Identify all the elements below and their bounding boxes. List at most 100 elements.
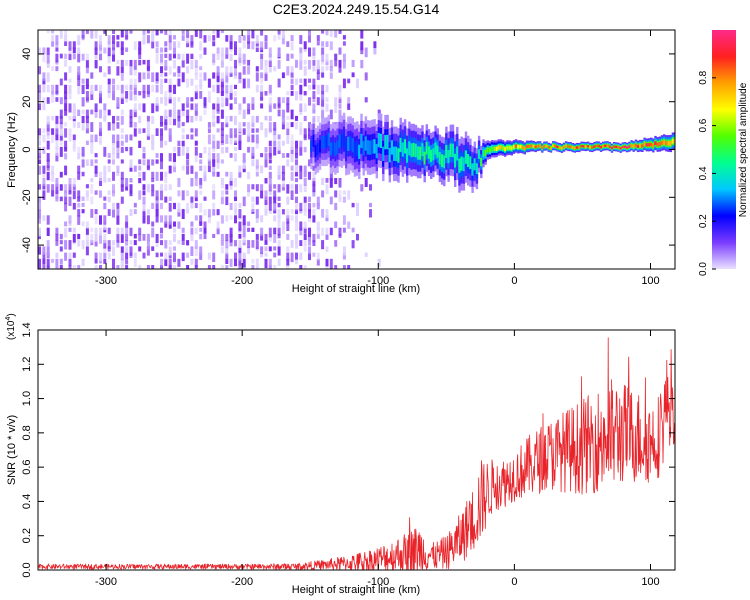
noise-cell: [277, 134, 281, 140]
signal-cell: [329, 142, 333, 156]
noise-cell: [338, 103, 342, 109]
signal-cell: [434, 142, 437, 155]
noise-cell: [155, 128, 159, 136]
noise-cell: [90, 109, 94, 115]
noise-cell: [308, 47, 311, 57]
noise-cell: [94, 165, 98, 174]
noise-cell: [55, 115, 59, 124]
noise-cell: [347, 78, 351, 84]
noise-cell: [164, 171, 168, 178]
noise-cell: [42, 171, 46, 178]
noise-cell: [59, 115, 63, 125]
noise-cell: [264, 41, 268, 49]
noise-cell: [177, 221, 181, 229]
noise-cell: [194, 202, 198, 209]
noise-cell: [255, 258, 259, 269]
noise-cell: [299, 146, 303, 156]
noise-cell: [216, 221, 220, 230]
noise-cell: [260, 184, 264, 191]
noise-cell: [120, 146, 124, 153]
noise-cell: [194, 115, 198, 121]
noise-cell: [103, 103, 107, 111]
noise-cell: [234, 128, 237, 138]
noise-cell: [125, 146, 129, 152]
noise-cell: [312, 190, 316, 197]
noise-cell: [238, 233, 242, 239]
noise-cell: [308, 159, 311, 167]
noise-cell: [203, 227, 207, 234]
noise-cell: [142, 103, 146, 113]
signal-cell: [514, 144, 518, 148]
noise-cell: [268, 146, 272, 157]
noise-cell: [107, 227, 111, 234]
noise-cell: [212, 134, 216, 141]
noise-cell: [72, 140, 76, 148]
noise-cell: [155, 47, 159, 54]
signal-cell: [412, 143, 415, 157]
noise-cell: [199, 153, 203, 158]
snr-plot-area: [38, 330, 675, 570]
noise-cell: [264, 178, 268, 184]
noise-cell: [342, 215, 346, 225]
noise-cell: [260, 122, 264, 131]
noise-cell: [133, 78, 137, 88]
noise-cell: [273, 227, 277, 235]
noise-cell: [168, 258, 172, 269]
noise-cell: [46, 128, 50, 136]
noise-cell: [59, 97, 63, 105]
noise-cell: [59, 240, 63, 245]
noise-cell: [164, 240, 168, 249]
noise-cell: [38, 66, 41, 75]
noise-cell: [90, 140, 94, 147]
signal-cell: [386, 134, 389, 150]
noise-cell: [38, 128, 41, 136]
noise-cell: [107, 84, 111, 93]
noise-cell: [247, 240, 251, 249]
noise-cell: [360, 41, 364, 51]
noise-cell: [99, 66, 102, 73]
noise-cell: [94, 233, 98, 242]
noise-cell: [325, 84, 329, 93]
noise-cell: [299, 252, 303, 260]
noise-cell: [138, 159, 142, 165]
noise-cell: [260, 227, 264, 236]
noise-cell: [234, 115, 237, 126]
noise-cell: [329, 41, 333, 51]
noise-cell: [212, 146, 216, 152]
noise-cell: [321, 103, 325, 111]
noise-cell: [38, 84, 41, 93]
noise-cell: [286, 184, 290, 194]
noise-cell: [160, 159, 163, 170]
noise-cell: [299, 165, 303, 172]
noise-cell: [303, 165, 307, 174]
noise-cell: [64, 252, 68, 261]
noise-cell: [55, 233, 59, 241]
noise-cell: [77, 233, 81, 240]
noise-cell: [186, 53, 190, 64]
noise-cell: [290, 122, 294, 128]
noise-cell: [186, 146, 190, 154]
noise-cell: [155, 72, 159, 82]
signal-cell: [556, 145, 559, 149]
noise-cell: [103, 171, 107, 182]
noise-cell: [120, 128, 124, 133]
noise-cell: [303, 78, 307, 87]
noise-cell: [85, 115, 89, 124]
noise-cell: [46, 122, 50, 132]
noise-cell: [242, 97, 246, 104]
noise-cell: [99, 97, 102, 104]
signal-cell: [626, 146, 629, 149]
noise-cell: [186, 41, 190, 48]
colorbar-tick-label: 0.4: [698, 166, 709, 180]
noise-cell: [125, 59, 129, 66]
signal-cell: [382, 146, 385, 161]
noise-cell: [225, 91, 229, 99]
noise-cell: [173, 153, 176, 162]
noise-cell: [364, 252, 368, 257]
noise-cell: [168, 41, 172, 51]
noise-cell: [199, 190, 203, 196]
noise-cell: [255, 184, 259, 192]
noise-cell: [160, 122, 163, 127]
noise-cell: [168, 66, 172, 75]
